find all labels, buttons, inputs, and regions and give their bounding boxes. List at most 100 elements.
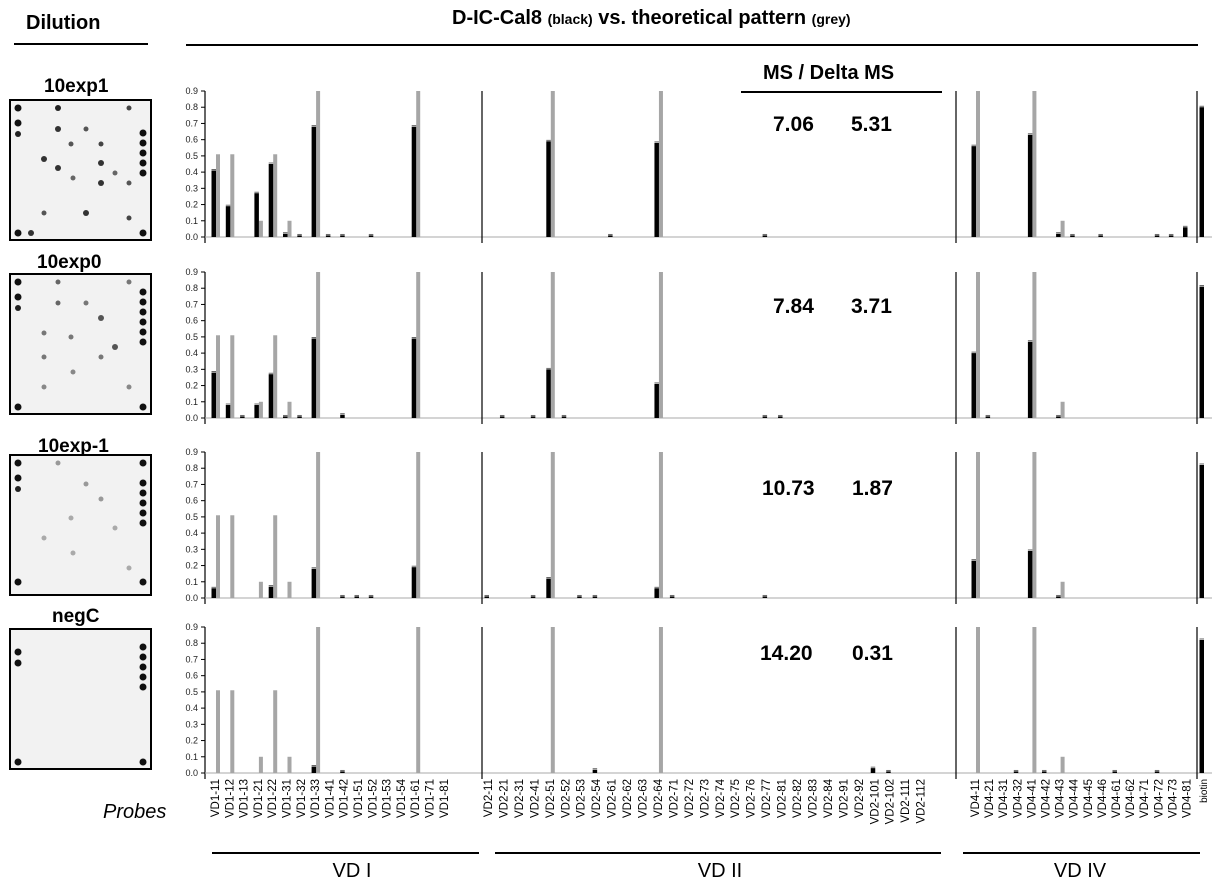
y-tick-label: 0.8 [185, 283, 198, 293]
x-tick-label-VD2-111: VD2-111 [900, 779, 912, 823]
x-tick-label-VD1-42: VD1-42 [339, 779, 351, 818]
x-tick-label-VD2-92: VD2-92 [854, 779, 866, 818]
theoretical-bar-VD4-41 [1032, 452, 1037, 598]
y-tick-label: 0.5 [185, 151, 198, 161]
measured-bar-VD2-54 [592, 596, 598, 598]
theoretical-bar-VD1-21 [258, 220, 263, 237]
measured-bar-VD1-12 [225, 206, 231, 237]
x-tick-label-VD4-46: VD4-46 [1097, 779, 1109, 818]
measured-bar-VD1-11 [211, 170, 216, 237]
x-tick-label-VD2-21: VD2-21 [498, 779, 510, 818]
theoretical-bar-VD1-33 [316, 627, 321, 773]
measured-bar-VD1-42 [340, 414, 345, 418]
measured-bar-VD2-41 [530, 416, 536, 418]
theoretical-bar-VD1-33 [316, 452, 321, 598]
theoretical-bar-VD1-61 [416, 452, 421, 598]
delta-ms-value-3: 1.87 [852, 477, 893, 500]
measured-bar-VD4-43 [1056, 596, 1061, 598]
x-tick-label-VD2-84: VD2-84 [823, 778, 835, 818]
blot-image-2 [9, 273, 152, 415]
measured-bar-VD2-21 [499, 416, 505, 418]
delta-ms-value-2: 3.71 [851, 295, 892, 318]
x-tick-label-VD4-81: VD4-81 [1182, 779, 1194, 818]
measured-bar-VD2-77 [762, 596, 768, 598]
theoretical-bar-VD1-33 [316, 91, 321, 237]
x-tick-label-VD1-81: VD1-81 [439, 779, 451, 818]
y-tick-label: 0.3 [185, 719, 198, 729]
y-tick-label: 0.0 [185, 232, 198, 242]
measured-bar-VD2-51 [546, 141, 551, 237]
x-tick-label-VD1-54: VD1-54 [396, 778, 408, 818]
y-tick-label: 0.6 [185, 496, 198, 506]
measured-bar-VD1-12 [225, 405, 231, 418]
theoretical-bar-VD1-12 [230, 690, 235, 773]
x-tick-label-VD2-62: VD2-62 [622, 779, 634, 818]
theoretical-bar-VD4-43 [1060, 220, 1065, 237]
theoretical-bar-VD2-64 [658, 91, 663, 237]
measured-bar-VD4-43 [1056, 416, 1061, 418]
measured-bar-VD1-33 [311, 338, 317, 418]
y-tick-label: 0.1 [185, 216, 198, 226]
measured-bar-VD1-33 [311, 568, 317, 598]
theoretical-bar-VD1-21 [258, 581, 263, 598]
measured-bar-VD1-41 [325, 235, 331, 237]
theoretical-bar-VD4-43 [1060, 401, 1065, 418]
x-tick-label-VD2-101: VD2-101 [869, 779, 881, 824]
measured-bar-VD1-31 [283, 416, 288, 418]
y-tick-label: 0.8 [185, 102, 198, 112]
y-tick-label: 0.5 [185, 332, 198, 342]
x-tick-label-VD4-62: VD4-62 [1125, 779, 1137, 818]
x-tick-label-VD2-63: VD2-63 [638, 779, 650, 818]
group-label-vd1: VD I [332, 860, 372, 882]
x-tick-label-VD4-71: VD4-71 [1139, 779, 1151, 818]
y-tick-label: 0.3 [185, 183, 198, 193]
blot-dots-3 [14, 459, 147, 586]
y-tick-label: 0.6 [185, 671, 198, 681]
dilution-label-1: 10exp1 [44, 76, 109, 97]
measured-bar-VD4-46 [1098, 235, 1103, 237]
measured-bar-VD2-101 [870, 768, 876, 773]
measured-bar-VD4-11 [971, 560, 976, 598]
x-tick-label-VD2-75: VD2-75 [730, 779, 742, 818]
title-rule [186, 44, 1198, 46]
title-grey-note: (grey) [811, 11, 851, 27]
y-tick-label: 0.3 [185, 364, 198, 374]
y-tick-label: 0.1 [185, 397, 198, 407]
theoretical-bar-VD2-51 [550, 91, 555, 237]
measured-bar-VD4-42 [1042, 771, 1047, 773]
theoretical-bar-VD1-31 [287, 756, 292, 773]
theoretical-bar-VD1-11 [216, 690, 220, 773]
theoretical-bar-VD1-31 [287, 220, 292, 237]
probes-axis-label: Probes [103, 801, 167, 823]
theoretical-bar-VD1-11 [216, 154, 220, 237]
theoretical-bar-VD1-12 [230, 515, 235, 598]
measured-bar-VD1-21 [254, 193, 259, 237]
measured-bar-VD1-11 [211, 372, 216, 418]
measured-bar-biotin [1199, 639, 1204, 773]
measured-bar-biotin [1199, 286, 1204, 418]
y-tick-label: 0.8 [185, 463, 198, 473]
ms-value-3: 10.73 [762, 477, 815, 500]
x-tick-label-VD4-73: VD4-73 [1167, 779, 1179, 818]
measured-bar-biotin [1199, 107, 1204, 237]
x-tick-label-VD1-32: VD1-32 [296, 779, 308, 818]
theoretical-bar-VD2-51 [550, 452, 555, 598]
measured-bar-VD1-52 [368, 596, 374, 598]
x-tick-label-VD1-22: VD1-22 [267, 779, 279, 818]
measured-bar-VD4-11 [971, 353, 976, 418]
measured-bar-VD1-52 [368, 235, 374, 237]
group-rule-vd2 [495, 852, 941, 854]
measured-bar-VD2-41 [530, 596, 536, 598]
x-tick-label-VD4-11: VD4-11 [970, 779, 982, 817]
x-tick-label-VD4-61: VD4-61 [1111, 779, 1123, 818]
y-tick-label: 0.6 [185, 135, 198, 145]
y-tick-label: 0.2 [185, 736, 198, 746]
y-tick-label: 0.9 [185, 447, 198, 457]
dilution-label-3: 10exp-1 [38, 436, 109, 457]
x-tick-label-VD2-81: VD2-81 [777, 779, 789, 818]
measured-bar-VD1-42 [340, 235, 345, 237]
x-tick-label-VD2-71: VD2-71 [668, 779, 680, 818]
theoretical-bar-VD1-61 [416, 91, 421, 237]
measured-bar-VD4-81 [1183, 227, 1188, 237]
